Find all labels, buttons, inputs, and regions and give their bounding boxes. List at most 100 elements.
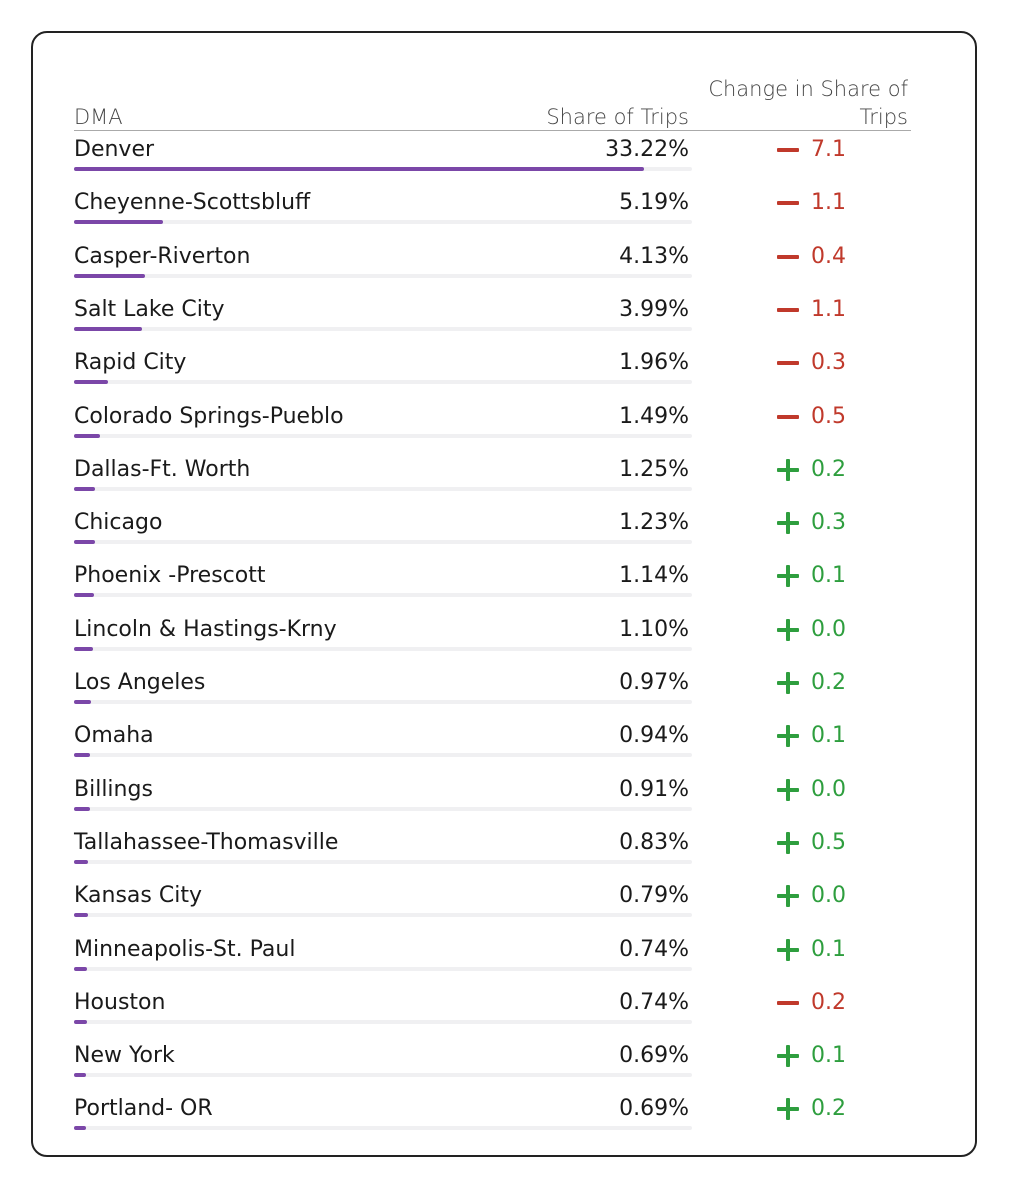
share-bar: [74, 273, 145, 278]
share-bar-track: [74, 966, 692, 971]
table-row: Kansas City 0.79% 0.0: [33, 877, 975, 930]
minus-icon: [775, 244, 801, 270]
share-bar-track: [74, 486, 692, 491]
change-indicator: 0.2: [775, 669, 846, 697]
change-value: 0.3: [811, 350, 846, 376]
change-value: 0.2: [811, 670, 846, 695]
change-indicator: 0.1: [775, 722, 846, 750]
share-value: 0.97%: [619, 670, 689, 695]
share-bar: [74, 1126, 86, 1131]
share-bar: [74, 1019, 87, 1024]
dma-label: Phoenix -Prescott: [74, 563, 266, 589]
minus-icon: [775, 350, 801, 376]
table-row: Lincoln & Hastings-Krny 1.10% 0.0: [33, 611, 975, 664]
share-value: 4.13%: [619, 243, 689, 269]
share-bar: [74, 700, 91, 704]
table-row: Chicago 1.23% 0.3: [33, 504, 975, 557]
plus-icon: [775, 457, 801, 483]
dma-label: Lincoln & Hastings-Krny: [74, 616, 337, 642]
share-value: 1.14%: [619, 563, 689, 589]
change-value: 7.1: [811, 137, 846, 162]
table-row: Dallas-Ft. Worth 1.25% 0.2: [33, 451, 975, 504]
table-row: Portland- OR 0.69% 0.2: [33, 1090, 975, 1143]
table-row: Salt Lake City 3.99% 1.1: [33, 291, 975, 344]
change-indicator: 0.2: [775, 1095, 846, 1123]
share-bar-track: [74, 806, 692, 811]
change-indicator: 0.2: [775, 456, 846, 484]
table-row: Los Angeles 0.97% 0.2: [33, 664, 975, 717]
table-row: Minneapolis-St. Paul 0.74% 0.1: [33, 931, 975, 984]
share-value: 1.49%: [619, 403, 689, 429]
share-bar: [74, 593, 94, 598]
change-indicator: 0.3: [775, 349, 846, 377]
dma-label: Casper-Riverton: [74, 243, 251, 269]
share-bar-track: [74, 167, 692, 171]
share-bar-track: [74, 326, 692, 331]
change-value: 1.1: [811, 296, 846, 322]
share-bar: [74, 1073, 86, 1078]
change-value: 0.2: [811, 989, 846, 1015]
change-value: 0.4: [811, 243, 846, 269]
dma-label: Chicago: [74, 510, 163, 536]
share-bar-track: [74, 859, 692, 864]
share-bar: [74, 540, 96, 545]
table-row: Casper-Riverton 4.13% 0.4: [33, 238, 975, 291]
share-bar: [74, 753, 91, 758]
share-bar-track: [74, 753, 692, 758]
plus-icon: [775, 777, 801, 803]
header-dma: DMA: [74, 105, 123, 129]
table-card: DMA Share of Trips Change in Share of Tr…: [31, 31, 977, 1157]
share-bar: [74, 913, 88, 918]
share-value: 1.25%: [619, 456, 689, 482]
table-row: New York 0.69% 0.1: [33, 1037, 975, 1090]
share-bar-track: [74, 700, 692, 704]
plus-icon: [775, 723, 801, 749]
table-row: Houston 0.74% 0.2: [33, 984, 975, 1037]
share-value: 5.19%: [619, 190, 689, 216]
dma-label: Tallahassee-Thomasville: [74, 829, 339, 855]
plus-icon: [775, 510, 801, 536]
share-bar: [74, 859, 89, 864]
share-bar-track: [74, 540, 692, 545]
share-bar: [74, 167, 645, 171]
share-bar: [74, 486, 96, 491]
share-value: 1.96%: [619, 350, 689, 376]
share-value: 0.69%: [619, 1096, 689, 1122]
change-value: 0.2: [811, 1096, 846, 1122]
change-value: 0.2: [811, 456, 846, 482]
table-row: Rapid City 1.96% 0.3: [33, 344, 975, 397]
share-value: 0.74%: [619, 936, 689, 962]
change-indicator: 1.1: [775, 189, 846, 217]
table-row: Tallahassee-Thomasville 0.83% 0.5: [33, 824, 975, 877]
change-value: 1.1: [811, 190, 846, 216]
change-indicator: 1.1: [775, 296, 846, 324]
minus-icon: [775, 404, 801, 430]
share-bar: [74, 220, 164, 225]
plus-icon: [775, 670, 801, 696]
dma-label: Portland- OR: [74, 1096, 213, 1122]
dma-label: Kansas City: [74, 883, 202, 909]
share-value: 0.69%: [619, 1043, 689, 1069]
dma-label: New York: [74, 1043, 175, 1069]
change-indicator: 0.2: [775, 989, 846, 1017]
share-bar-track: [74, 646, 692, 651]
share-bar-track: [74, 273, 692, 278]
change-indicator: 0.0: [775, 776, 846, 804]
plus-icon: [775, 830, 801, 856]
share-value: 1.23%: [619, 510, 689, 536]
share-bar-track: [74, 1073, 692, 1078]
share-bar: [74, 326, 143, 331]
share-bar-track: [74, 1126, 692, 1131]
table-row: Cheyenne-Scottsbluff 5.19% 1.1: [33, 184, 975, 237]
change-indicator: 0.5: [775, 403, 846, 431]
change-value: 0.5: [811, 829, 846, 855]
share-bar-track: [74, 380, 692, 385]
change-value: 0.0: [811, 883, 846, 909]
share-value: 0.94%: [619, 723, 689, 749]
share-bar-track: [74, 913, 692, 918]
share-bar: [74, 646, 93, 651]
change-indicator: 0.3: [775, 509, 846, 537]
plus-icon: [775, 1096, 801, 1122]
dma-label: Salt Lake City: [74, 296, 225, 322]
share-value: 1.10%: [619, 616, 689, 642]
